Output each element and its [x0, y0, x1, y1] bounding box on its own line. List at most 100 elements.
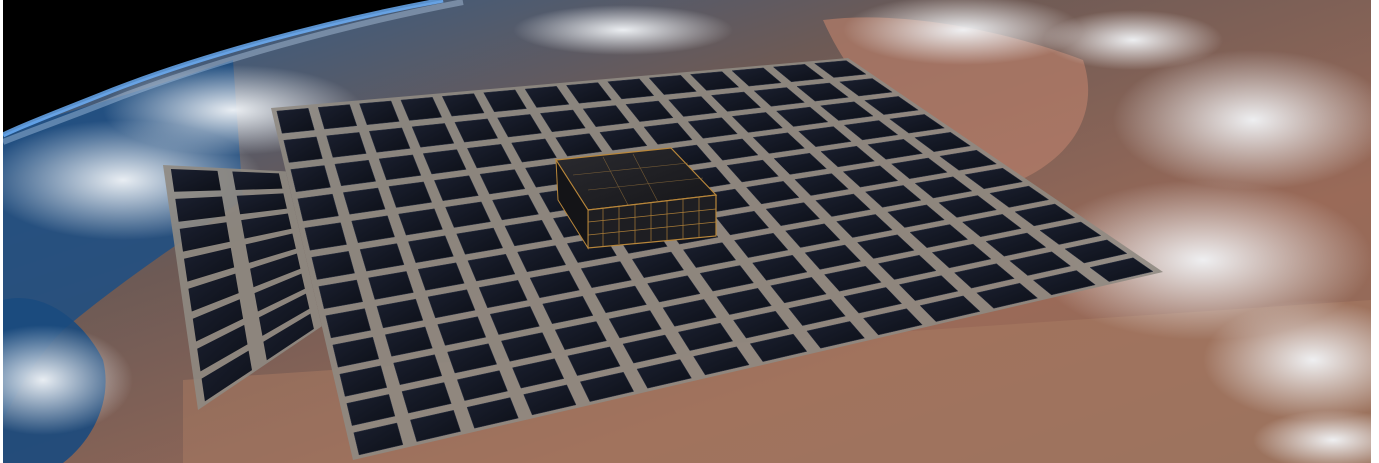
solar-tile [820, 145, 875, 168]
solar-tile [668, 96, 718, 117]
solar-tile [483, 89, 527, 113]
solar-tile [501, 332, 552, 362]
solar-tile-wing [250, 253, 301, 288]
solar-tile [788, 299, 846, 326]
solar-tile [734, 232, 789, 258]
solar-tile [867, 139, 924, 160]
solar-tile [953, 263, 1015, 289]
solar-tile [447, 343, 498, 374]
solar-tile [339, 365, 388, 397]
solar-tile [715, 210, 770, 236]
solar-tile [555, 133, 603, 157]
solar-tile-wing [259, 293, 310, 336]
solar-tile [989, 185, 1050, 208]
solar-tile [815, 193, 871, 217]
solar-tile [466, 397, 519, 429]
solar-tile [311, 251, 355, 280]
solar-tile [716, 288, 772, 315]
solar-tile [877, 254, 937, 280]
solar-tile [427, 289, 476, 319]
solar-tile [636, 359, 692, 389]
solar-tile [770, 277, 827, 304]
solar-tile [749, 333, 808, 362]
solar-tile [304, 222, 347, 251]
solar-tile [643, 122, 693, 145]
solar-tile [417, 262, 465, 291]
solar-tile [814, 60, 867, 78]
solar-tile [693, 346, 750, 376]
solar-tile [1089, 257, 1154, 282]
solar-tile-wing [245, 233, 296, 263]
solar-tile [378, 154, 422, 181]
solar-tile [648, 75, 697, 95]
solar-tile [393, 354, 443, 385]
solar-tile [1009, 251, 1072, 276]
solar-tile [931, 243, 992, 269]
solar-tile [843, 120, 899, 141]
solar-tile [746, 181, 800, 205]
solar-tile [796, 82, 849, 102]
solar-tile [961, 214, 1022, 238]
solar-tile [699, 265, 754, 292]
solar-tile [467, 144, 512, 169]
solar-tile [422, 149, 467, 175]
solar-tile [1014, 203, 1076, 227]
solar-tile [512, 358, 565, 389]
solar-tile [479, 169, 526, 195]
solar-tile [368, 271, 414, 300]
solar-tile [594, 285, 647, 314]
solar-tile [843, 287, 903, 314]
solar-tile-wing [232, 171, 283, 190]
solar-tile-wing [241, 213, 292, 239]
satellite-top-detail [572, 153, 704, 206]
solar-tile [454, 118, 499, 143]
solar-tile [864, 185, 922, 208]
solar-tile [976, 282, 1039, 309]
solar-tile [662, 299, 717, 327]
solar-tile [819, 101, 874, 121]
solar-tile [631, 251, 685, 278]
solar-tile [497, 114, 542, 138]
solar-tile [318, 279, 364, 309]
solar-tile [567, 346, 621, 376]
solar-tile [622, 334, 677, 364]
solar-tile-wing [201, 350, 252, 402]
solar-tile [276, 108, 315, 134]
solar-tile-wing [263, 313, 314, 361]
solar-tile-wing [184, 247, 235, 282]
cloud-layer [3, 0, 1371, 463]
solar-tile [964, 167, 1024, 190]
solar-tile-wing [254, 273, 305, 312]
solar-tile [752, 254, 808, 281]
solar-tile [773, 152, 827, 175]
solar-tile [517, 245, 567, 273]
solar-tile [775, 106, 829, 127]
satellite-side [555, 158, 589, 250]
solar-tile [489, 306, 540, 335]
solar-tile [677, 322, 734, 351]
solar-tile-wing [188, 273, 239, 312]
satellite-bus [554, 147, 718, 250]
solar-tile [579, 371, 635, 402]
solar-tile [529, 270, 580, 299]
solar-tile [726, 159, 779, 183]
solar-tile [492, 194, 539, 221]
solar-tile [467, 253, 516, 282]
solar-tile [682, 242, 737, 268]
solar-tile [290, 165, 331, 193]
solar-tile [806, 321, 865, 349]
solar-tile [410, 410, 461, 442]
solar-tile [608, 310, 662, 339]
solar-tile [353, 422, 404, 456]
solar-tile [772, 64, 825, 83]
solar-tile [437, 316, 487, 346]
solar-tile [580, 261, 632, 288]
solar-tile [401, 382, 452, 414]
solar-tile [582, 105, 630, 127]
solar-tile [690, 71, 740, 91]
solar-tile [887, 204, 945, 228]
solar-tile [542, 295, 594, 324]
solar-tile [445, 201, 491, 228]
solar-tile [647, 275, 701, 303]
solar-tile [909, 224, 969, 248]
